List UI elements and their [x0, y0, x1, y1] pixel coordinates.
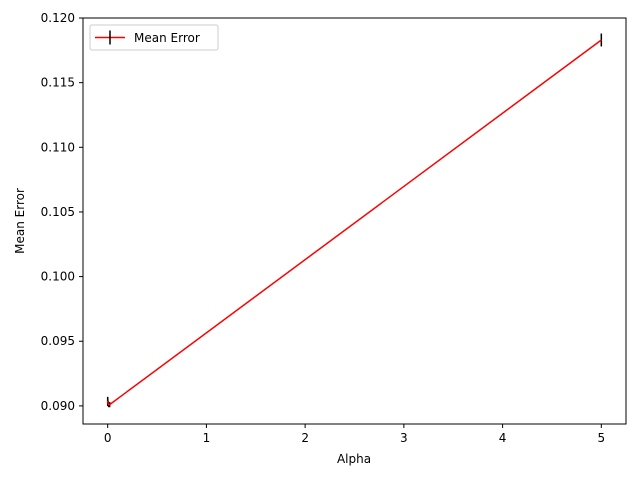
x-tick-label: 2 [301, 431, 309, 445]
y-tick-label: 0.115 [41, 76, 75, 90]
y-tick-label: 0.120 [41, 11, 75, 25]
legend: Mean Error [89, 24, 219, 51]
x-axis-label: Alpha [337, 452, 371, 466]
x-tick-label: 4 [499, 431, 507, 445]
x-axis: 0 1 2 3 4 5 [104, 424, 605, 445]
x-tick-label: 0 [104, 431, 112, 445]
axes-frame [82, 17, 627, 425]
x-tick-label: 1 [203, 431, 211, 445]
y-tick-label: 0.105 [41, 205, 75, 219]
y-axis-label: Mean Error [13, 188, 27, 254]
y-tick-label: 0.110 [41, 140, 75, 154]
legend-entry-mean-error: Mean Error [134, 31, 200, 45]
y-axis: 0.090 0.095 0.100 0.105 0.110 0.115 0.120 [41, 11, 83, 413]
y-tick-label: 0.090 [41, 399, 75, 413]
series-layer [106, 33, 603, 408]
y-tick-label: 0.095 [41, 334, 75, 348]
y-tick-label: 0.100 [41, 270, 75, 284]
x-tick-label: 3 [400, 431, 408, 445]
x-tick-label: 5 [597, 431, 605, 445]
plot-area [82, 17, 627, 425]
series-line-mean-error [106, 39, 602, 406]
legend-box [89, 24, 219, 51]
